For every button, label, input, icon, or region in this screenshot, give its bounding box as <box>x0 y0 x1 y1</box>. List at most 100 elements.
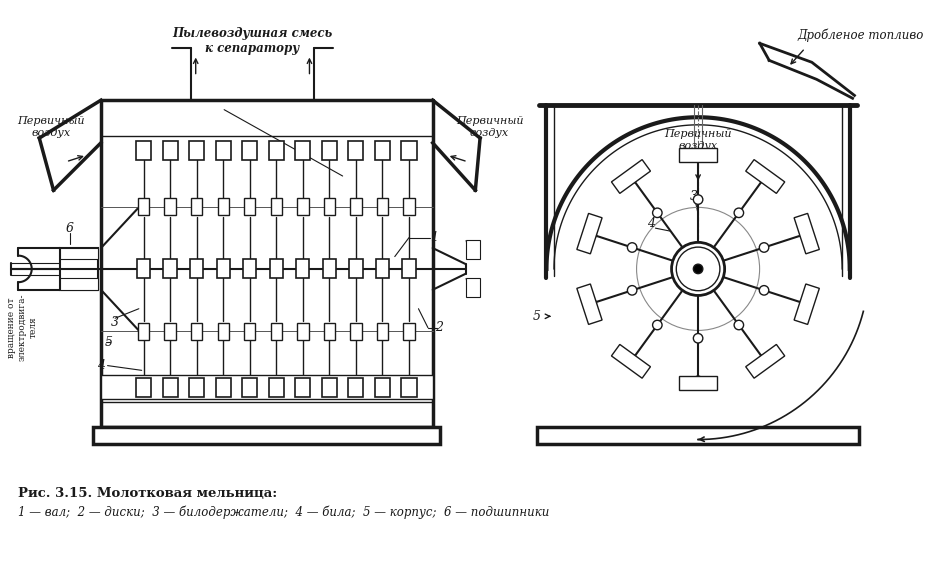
Bar <box>375 378 390 397</box>
Bar <box>269 378 284 397</box>
Polygon shape <box>577 214 602 254</box>
Bar <box>165 323 176 340</box>
Text: 6: 6 <box>66 222 73 235</box>
Circle shape <box>628 286 637 295</box>
Text: 3: 3 <box>690 190 697 203</box>
Bar <box>376 198 388 215</box>
Bar <box>163 141 178 160</box>
Bar <box>271 198 282 215</box>
Text: Первичный
воздух: Первичный воздух <box>664 129 732 151</box>
Bar <box>189 141 204 160</box>
Polygon shape <box>612 160 650 194</box>
Bar <box>215 378 231 397</box>
Bar <box>349 259 362 279</box>
Circle shape <box>653 208 662 218</box>
Bar <box>216 259 230 279</box>
Bar <box>244 323 255 340</box>
Bar <box>375 141 390 160</box>
Bar <box>402 141 417 160</box>
Bar <box>242 378 257 397</box>
Circle shape <box>759 286 769 295</box>
Bar <box>295 378 311 397</box>
Bar <box>348 141 363 160</box>
Polygon shape <box>745 344 785 378</box>
Circle shape <box>694 152 703 162</box>
Text: 5: 5 <box>104 336 113 349</box>
Circle shape <box>628 355 637 364</box>
Bar <box>136 141 152 160</box>
Bar <box>269 141 284 160</box>
Bar <box>322 378 337 397</box>
Text: вращение от
электродвига-
теля: вращение от электродвига- теля <box>8 294 37 361</box>
Circle shape <box>759 355 769 364</box>
Circle shape <box>628 243 637 252</box>
Bar <box>60 248 98 259</box>
Bar <box>403 259 416 279</box>
Bar <box>60 248 98 289</box>
Bar <box>348 378 363 397</box>
Polygon shape <box>612 344 650 378</box>
Bar <box>138 198 150 215</box>
Circle shape <box>800 230 809 239</box>
Bar <box>466 240 480 259</box>
Bar <box>191 323 202 340</box>
Bar <box>466 279 480 297</box>
Circle shape <box>734 208 743 218</box>
Bar <box>376 323 388 340</box>
Text: 3: 3 <box>111 316 120 329</box>
Text: Дробленое топливо: Дробленое топливо <box>798 29 924 42</box>
Bar <box>324 198 335 215</box>
Circle shape <box>759 174 769 183</box>
Bar <box>323 259 336 279</box>
Circle shape <box>734 320 743 330</box>
Text: 4: 4 <box>646 217 655 230</box>
Bar <box>404 323 415 340</box>
Bar <box>164 259 177 279</box>
Bar <box>404 198 415 215</box>
Text: 5: 5 <box>533 310 541 323</box>
Bar <box>163 378 178 397</box>
Polygon shape <box>577 284 602 324</box>
Bar <box>537 427 859 444</box>
Bar <box>324 323 335 340</box>
Bar <box>350 198 361 215</box>
Bar <box>402 378 417 397</box>
Bar <box>217 198 229 215</box>
Text: 2: 2 <box>436 321 443 334</box>
Bar <box>295 141 311 160</box>
Bar <box>270 259 283 279</box>
Circle shape <box>694 195 703 204</box>
Circle shape <box>694 376 703 385</box>
Circle shape <box>694 333 703 343</box>
Bar <box>93 427 440 444</box>
Bar <box>244 198 255 215</box>
Polygon shape <box>679 147 717 162</box>
Bar <box>191 198 202 215</box>
Text: Рис. 3.15. Молотковая мельница:: Рис. 3.15. Молотковая мельница: <box>19 487 278 500</box>
Bar <box>375 259 389 279</box>
Circle shape <box>677 247 720 291</box>
Text: Первичный
воздух: Первичный воздух <box>455 116 523 138</box>
Text: Первичный
воздух: Первичный воздух <box>17 116 85 138</box>
Bar <box>297 323 309 340</box>
Circle shape <box>587 299 597 308</box>
Bar <box>189 378 204 397</box>
Polygon shape <box>794 214 820 254</box>
Bar <box>190 259 203 279</box>
Bar <box>101 375 433 399</box>
Circle shape <box>694 264 703 274</box>
Text: 4: 4 <box>97 359 104 372</box>
Bar <box>242 141 257 160</box>
Bar <box>215 141 231 160</box>
Polygon shape <box>679 376 717 390</box>
Circle shape <box>672 242 725 295</box>
Bar <box>138 323 150 340</box>
Bar <box>165 198 176 215</box>
Text: Пылевоздушная смесь
к сепаратору: Пылевоздушная смесь к сепаратору <box>172 27 333 55</box>
Bar <box>136 378 152 397</box>
Bar <box>217 323 229 340</box>
Bar <box>296 259 310 279</box>
Circle shape <box>759 243 769 252</box>
Polygon shape <box>794 284 820 324</box>
Bar <box>322 141 337 160</box>
